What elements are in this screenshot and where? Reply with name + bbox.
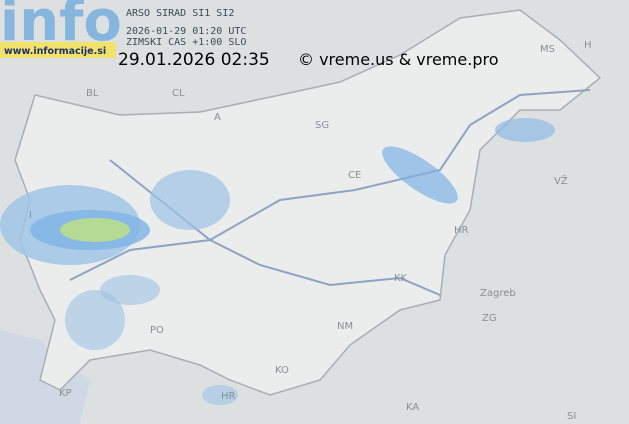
- radar-echoes: [0, 118, 555, 405]
- place-label: KP: [59, 388, 72, 399]
- slovenia: [14, 9, 602, 396]
- place-label: KA: [406, 402, 419, 413]
- place-label: SI: [567, 411, 576, 422]
- place-label: I: [29, 210, 32, 221]
- place-label: VŽ: [554, 174, 568, 187]
- place-label: H: [584, 40, 592, 51]
- utc-time: 2026-01-29 01:20 UTC: [126, 26, 246, 37]
- website: www.informacije.si: [4, 46, 106, 57]
- place-label: SG: [315, 120, 329, 131]
- place-label: ZG: [482, 313, 497, 324]
- place-label: HR: [221, 391, 236, 402]
- place-label: KO: [275, 365, 289, 376]
- radar-source: ARSO SIRAD SI1 SI2: [126, 8, 234, 19]
- local-time: ZIMSKI CAS +1:00 SLO: [126, 37, 246, 48]
- date-time: 29.01.2026 02:35: [118, 50, 270, 70]
- place-labels: BL CL A H MS SG CE I PO NM KK KO KP HR H…: [29, 40, 592, 422]
- credit: © vreme.us & vreme.pro: [298, 50, 499, 69]
- place-label: CL: [172, 88, 185, 99]
- place-label: NM: [337, 321, 353, 332]
- place-label: HR: [454, 225, 469, 236]
- place-label: KK: [394, 273, 408, 284]
- place-label: CE: [348, 170, 361, 181]
- place-label: MS: [540, 44, 555, 55]
- place-label: BL: [86, 88, 99, 99]
- place-label: A: [214, 112, 221, 123]
- place-label: Zagreb: [480, 288, 516, 299]
- website-bar: [0, 42, 116, 58]
- place-label: PO: [150, 325, 164, 336]
